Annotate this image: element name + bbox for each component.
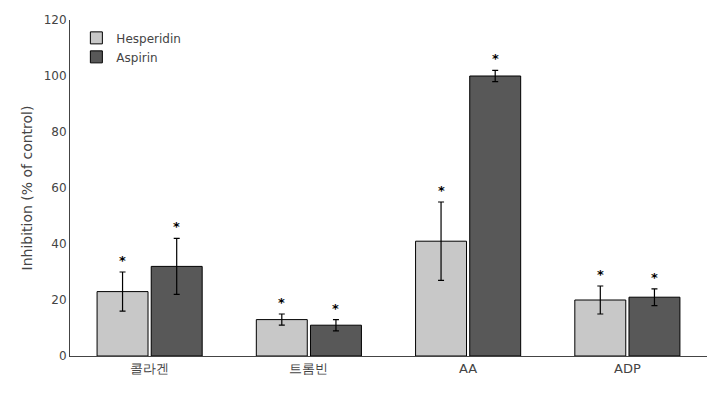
svg-text:AA: AA [459,361,477,376]
svg-text:60: 60 [51,181,66,195]
svg-text:*: * [492,51,499,66]
svg-text:*: * [119,253,126,268]
svg-text:콜라겐: 콜라겐 [130,361,169,376]
svg-text:80: 80 [51,125,66,139]
svg-text:40: 40 [51,237,66,251]
svg-text:*: * [173,219,180,234]
svg-text:Aspirin: Aspirin [116,51,157,65]
svg-text:100: 100 [44,69,67,83]
svg-text:*: * [651,270,658,285]
svg-text:ADP: ADP [614,361,641,376]
svg-text:*: * [438,183,445,198]
svg-text:Hesperidin: Hesperidin [116,32,180,46]
svg-text:0: 0 [59,349,67,363]
svg-text:트롬빈: 트롬빈 [289,361,328,376]
svg-text:*: * [597,267,604,282]
svg-text:*: * [332,301,339,316]
svg-text:120: 120 [44,13,67,27]
svg-text:Inhibition (% of control): Inhibition (% of control) [19,106,35,271]
svg-text:20: 20 [51,293,66,307]
svg-text:*: * [278,295,285,310]
